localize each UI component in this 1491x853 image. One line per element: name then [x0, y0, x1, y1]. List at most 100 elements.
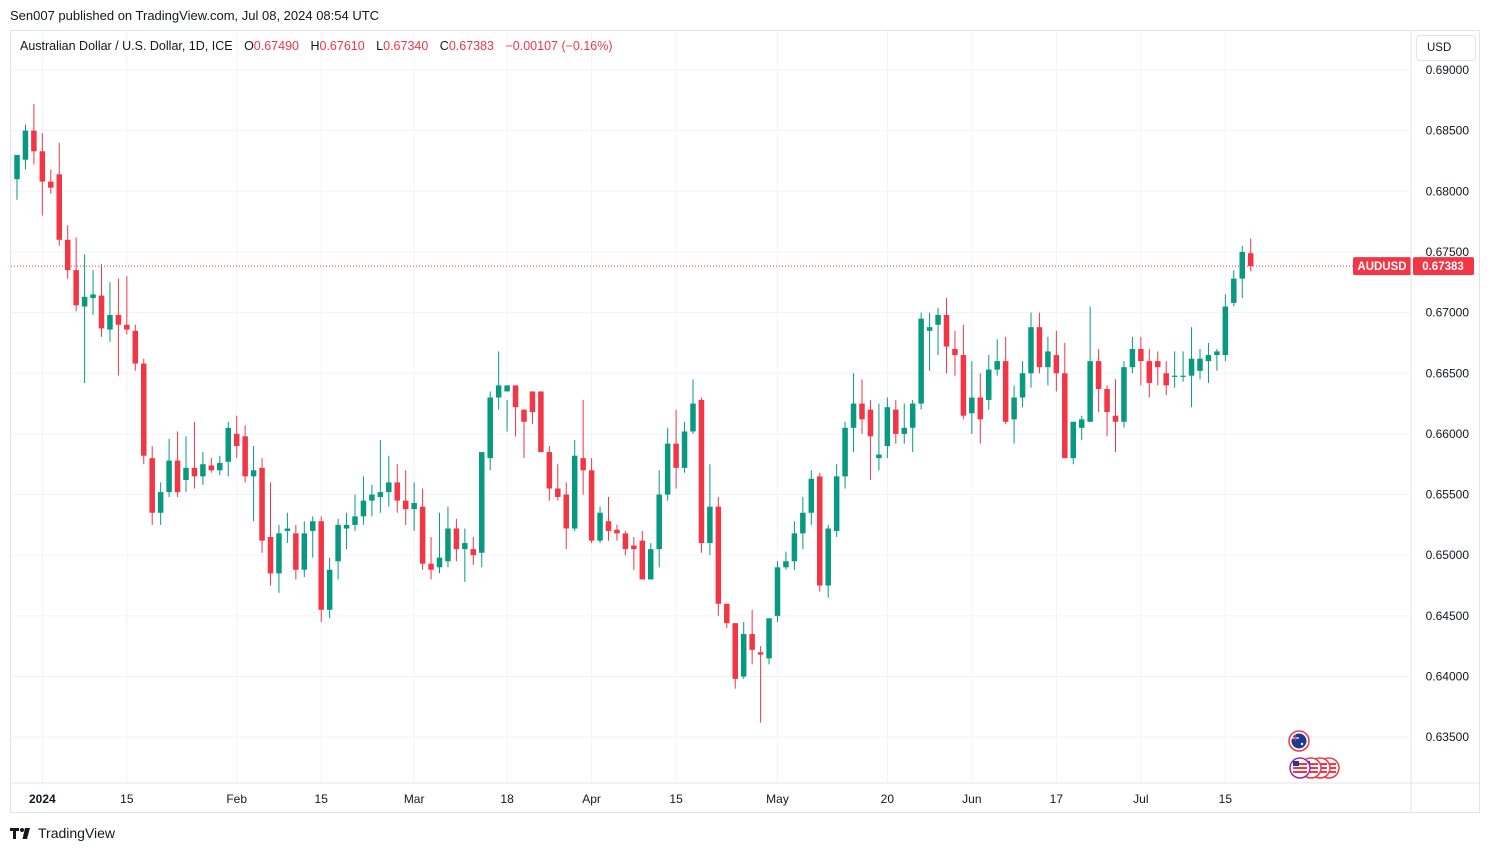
candle-body: [529, 391, 536, 413]
candle: [664, 427, 671, 501]
candle: [495, 351, 502, 410]
candle: [428, 537, 434, 580]
candle: [352, 494, 358, 531]
candle: [597, 506, 603, 544]
y-tick-label: 0.63500: [1426, 730, 1470, 744]
candle: [1121, 361, 1127, 428]
candle: [335, 518, 341, 580]
candle: [462, 528, 468, 582]
candle-body: [411, 503, 417, 510]
candle-body: [335, 524, 341, 562]
y-tick-label: 0.67000: [1426, 306, 1470, 320]
candle-body: [715, 506, 722, 604]
y-tick-label: 0.68000: [1426, 184, 1470, 198]
candle: [817, 472, 823, 592]
candle-body: [90, 294, 96, 299]
candle-body: [445, 528, 451, 562]
candle: [284, 512, 291, 544]
candle: [986, 355, 992, 410]
candle-body: [402, 500, 409, 510]
candle-body: [783, 561, 789, 568]
candle: [217, 455, 223, 476]
candle-body: [639, 540, 646, 580]
candle: [419, 488, 426, 570]
candle: [588, 458, 595, 544]
candle-body: [588, 470, 595, 541]
candle: [1036, 312, 1043, 374]
candle-body: [1146, 361, 1153, 383]
candle-body: [352, 516, 358, 525]
currency-button[interactable]: USD: [1416, 35, 1476, 61]
candle-body: [622, 533, 629, 550]
candle-body: [233, 433, 240, 447]
y-tick-label: 0.68500: [1426, 124, 1470, 138]
candle-body: [960, 355, 967, 416]
candle-body: [538, 391, 544, 453]
candle: [141, 358, 147, 465]
candle-body: [267, 537, 274, 574]
price-tag-bg: [1413, 257, 1474, 276]
candle: [132, 324, 139, 371]
candle: [73, 237, 79, 312]
candle: [191, 421, 198, 489]
close-label: C: [439, 39, 449, 53]
candle-body: [648, 549, 654, 580]
candle-body: [631, 545, 637, 550]
candle-body: [901, 427, 907, 434]
candle-body: [487, 397, 493, 459]
candle-body: [1062, 373, 1068, 459]
candle: [639, 530, 646, 580]
candle: [293, 524, 299, 580]
candle: [360, 476, 367, 525]
candle-body: [1087, 361, 1093, 422]
candle-body: [512, 385, 519, 408]
tradingview-footer[interactable]: TradingView: [10, 825, 115, 841]
candle-body: [690, 403, 696, 432]
candle-body: [850, 403, 857, 428]
candle-body: [1222, 306, 1229, 356]
candle-body: [859, 403, 865, 420]
candle-body: [909, 403, 916, 428]
candle: [453, 518, 460, 562]
candle: [81, 254, 88, 383]
candle-body: [200, 464, 206, 477]
candle-body: [22, 130, 29, 160]
candle-body: [1163, 373, 1169, 386]
candle: [479, 452, 485, 568]
candle: [850, 373, 857, 453]
candle: [555, 464, 561, 501]
candle-body: [39, 151, 46, 182]
candle: [394, 464, 400, 513]
candle: [648, 543, 654, 580]
candle-body: [318, 521, 324, 610]
time-axis: 2024 15 Feb 15 Mar 18 Apr 15 May 20 Jun 17 Jul 15: [29, 792, 1232, 806]
y-tick-label: 0.65000: [1426, 548, 1470, 562]
candle: [445, 506, 451, 568]
candle-body: [250, 470, 257, 477]
candle: [1171, 351, 1178, 388]
y-tick-label: 0.65500: [1426, 488, 1470, 502]
candle-body: [555, 488, 561, 497]
candle-body: [1231, 278, 1237, 303]
candle: [64, 225, 71, 279]
candle: [233, 415, 240, 459]
x-tick-label: Mar: [404, 792, 425, 806]
candle: [149, 446, 155, 525]
candle: [157, 482, 164, 525]
candle-body: [293, 533, 299, 570]
candle-body: [1239, 251, 1245, 279]
price-axis: 0.69000 0.68500 0.68000 0.67500 0.67000 0.665…: [11, 31, 1479, 812]
candle: [546, 446, 553, 501]
candle: [90, 270, 96, 316]
candle-body: [740, 634, 747, 677]
candle-body: [386, 482, 392, 493]
candle-body: [1171, 375, 1178, 377]
candle: [301, 521, 308, 578]
candle-body: [817, 476, 823, 586]
x-tick-label: Apr: [582, 792, 601, 806]
candle-body: [479, 452, 485, 553]
candle-body: [462, 543, 468, 550]
candle: [766, 618, 772, 665]
candle: [512, 385, 519, 437]
